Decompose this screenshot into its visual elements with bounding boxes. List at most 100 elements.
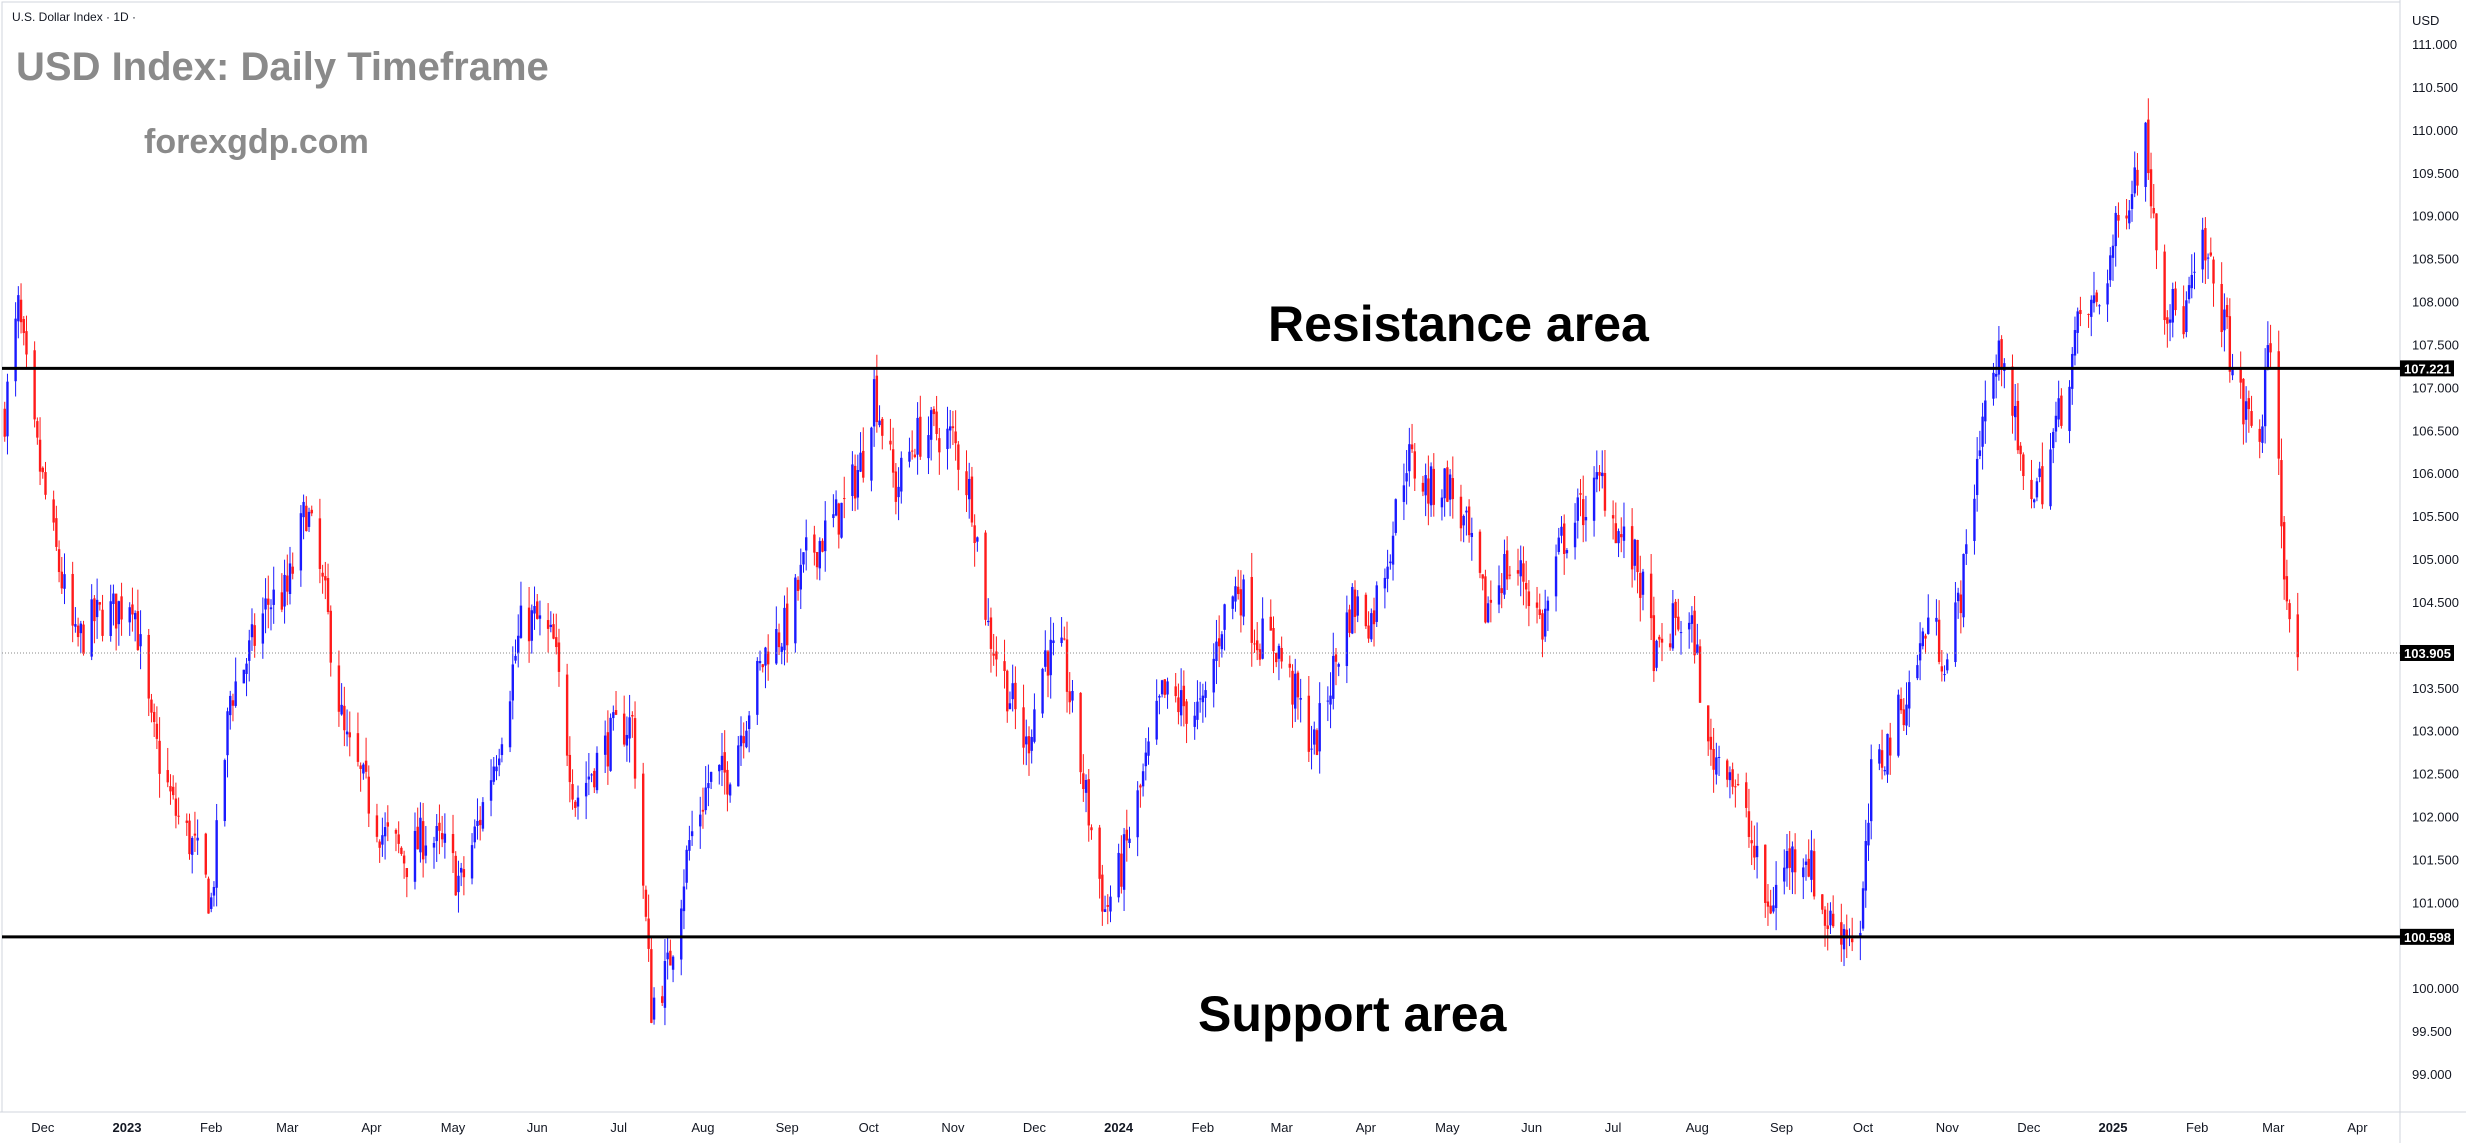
candle — [1791, 841, 1794, 895]
candle — [1908, 670, 1911, 728]
candle-body — [1014, 682, 1017, 710]
candle — [394, 828, 398, 852]
candle — [1785, 833, 1789, 887]
candle-body — [432, 842, 436, 848]
candle-body — [1905, 704, 1908, 726]
candle — [1527, 580, 1531, 627]
candle-body — [908, 451, 911, 462]
candle-body — [55, 518, 58, 547]
price-tick-label: 111.000 — [2412, 37, 2457, 52]
candle — [2111, 234, 2115, 281]
candle-body — [938, 438, 941, 453]
candle-body — [495, 766, 498, 772]
candle-body — [1011, 683, 1014, 700]
candle — [1793, 833, 1797, 895]
candle — [2147, 98, 2150, 180]
price-tick-label: 110.000 — [2412, 123, 2458, 138]
candle-body — [1318, 703, 1321, 752]
candle-body — [590, 774, 593, 776]
candle — [1975, 437, 1979, 512]
candle-body — [840, 502, 843, 538]
candle — [321, 564, 324, 594]
candle-body — [367, 776, 370, 814]
candle-body — [1842, 928, 1846, 950]
candle — [1079, 692, 1082, 785]
candle-body — [1370, 613, 1373, 640]
candle-body — [878, 420, 881, 426]
candle — [413, 812, 417, 890]
candle-body — [1829, 910, 1832, 926]
candle — [631, 711, 634, 738]
candle — [1747, 788, 1751, 848]
candle-body — [158, 740, 161, 774]
price-tick-label: 108.500 — [2412, 252, 2459, 267]
candle — [261, 597, 265, 659]
price-tick-label: 101.500 — [2412, 852, 2459, 867]
candle-body — [514, 655, 517, 661]
candle — [1106, 894, 1109, 925]
price-tick-label: 106.000 — [2412, 466, 2459, 481]
candle — [783, 595, 786, 666]
candle — [1842, 924, 1846, 967]
candle-body — [957, 444, 960, 470]
symbol-label[interactable]: U.S. Dollar Index · 1D · — [12, 10, 136, 24]
candle — [2013, 384, 2017, 441]
candle — [267, 575, 270, 629]
candle — [628, 694, 631, 763]
candle — [764, 646, 767, 689]
candle — [995, 636, 998, 677]
candle — [2049, 432, 2052, 510]
candle — [2068, 380, 2071, 444]
candle — [36, 417, 39, 445]
candle — [1370, 608, 1373, 643]
candle — [462, 856, 466, 896]
candle-body — [250, 624, 254, 638]
candle — [1715, 742, 1718, 785]
candle — [1258, 643, 1262, 666]
time-tick-label: Dec — [2017, 1120, 2041, 1135]
candle — [565, 663, 569, 767]
candle-body — [1992, 372, 1995, 399]
candle — [891, 427, 895, 488]
candle — [1660, 623, 1664, 662]
candle — [1516, 548, 1520, 586]
candle-body — [2098, 305, 2101, 307]
candle-body — [267, 598, 270, 605]
candle — [2057, 380, 2060, 428]
candle — [1878, 744, 1881, 771]
candle-body — [1253, 643, 1256, 645]
candle-body — [2174, 288, 2177, 311]
candle-body — [1166, 681, 1169, 695]
candle — [1652, 596, 1656, 682]
candle-body — [614, 710, 618, 715]
candle — [131, 587, 134, 632]
candle-body — [2092, 295, 2096, 304]
candle-body — [973, 525, 976, 544]
candle — [652, 987, 656, 1025]
candle-body — [1198, 698, 1202, 700]
time-axis[interactable]: Dec 2023 Feb Mar Apr May Jun Jul Aug Sep Oct Nov Dec… — [31, 1120, 2368, 1135]
candle — [364, 737, 368, 779]
candle-body — [310, 509, 313, 514]
candle-body — [2201, 229, 2204, 270]
candle — [340, 683, 343, 716]
candle — [1655, 639, 1658, 672]
candle — [440, 815, 444, 848]
candle-body — [984, 532, 987, 620]
candle — [1557, 527, 1560, 555]
candle-body — [343, 705, 346, 731]
candle-body — [1410, 444, 1414, 450]
candle-body — [1954, 602, 1957, 663]
candle — [2030, 459, 2033, 509]
candle — [1823, 906, 1827, 947]
candle — [910, 430, 914, 460]
candle-body — [1745, 782, 1748, 808]
candle-body — [1163, 679, 1167, 695]
candle — [644, 885, 648, 922]
candle-body — [549, 624, 553, 628]
candle-body — [1674, 601, 1677, 618]
price-axis[interactable]: 111.000 110.500 110.000 109.500 109.000 108.5… — [2412, 37, 2459, 1082]
candle-body — [1557, 537, 1560, 552]
candle — [375, 803, 379, 843]
